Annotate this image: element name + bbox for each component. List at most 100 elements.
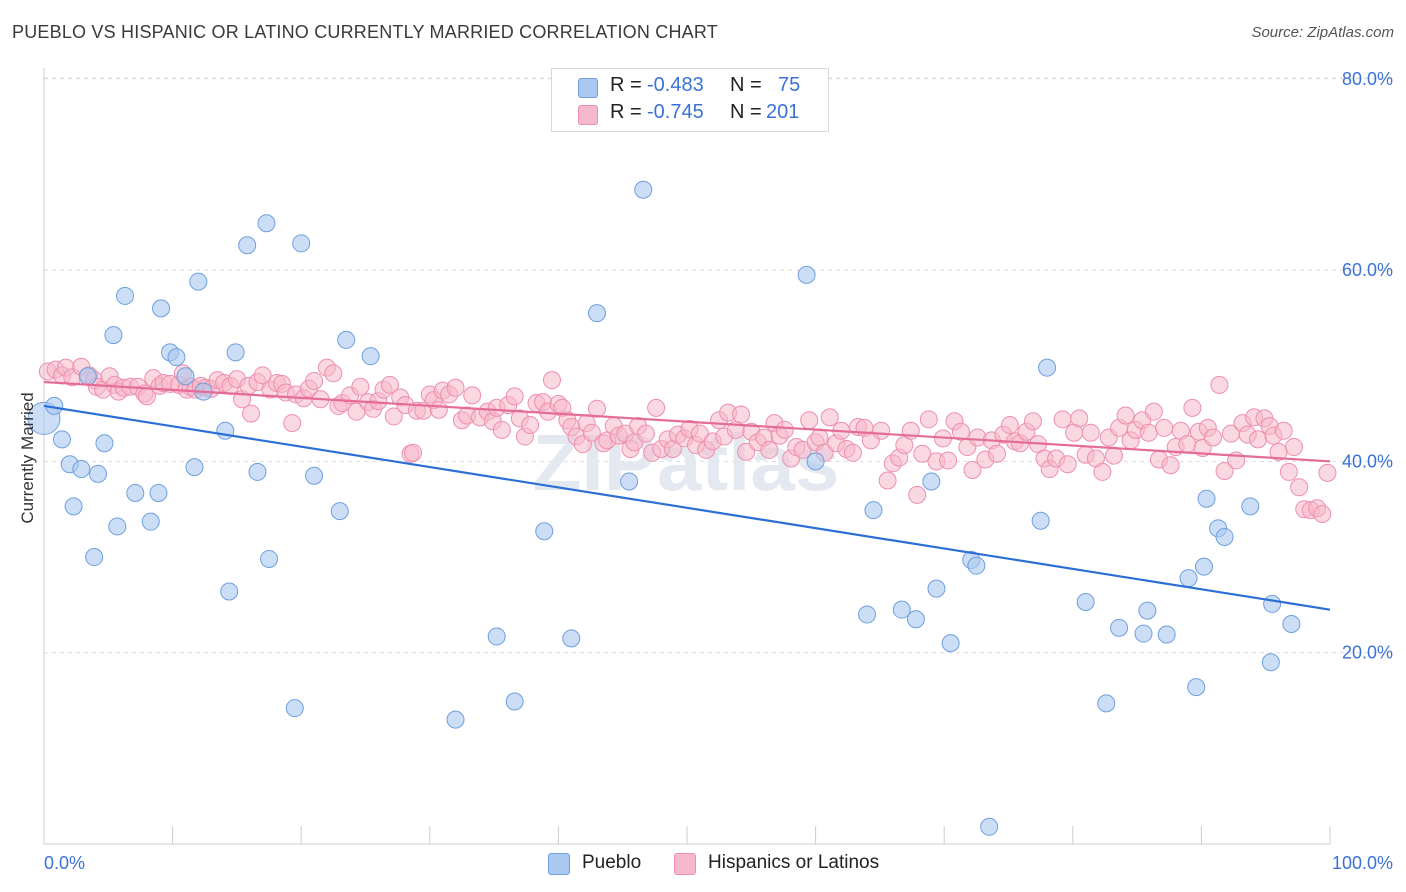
data-point-hispanics xyxy=(647,398,666,417)
data-point-pueblo xyxy=(89,464,108,483)
data-point-hispanics xyxy=(1248,430,1267,449)
data-point-pueblo xyxy=(185,458,204,477)
data-point-pueblo xyxy=(446,710,465,729)
data-point-hispanics xyxy=(939,451,958,470)
legend-n-label: N = xyxy=(730,74,762,96)
data-point-hispanics xyxy=(1058,455,1077,474)
legend-box: R = -0.483 N = 75 R = -0.745 N = 201 xyxy=(551,68,829,132)
y-tick-label: 80.0% xyxy=(1342,69,1393,89)
data-point-hispanics xyxy=(1053,410,1072,429)
legend-swatch-hispanics xyxy=(578,105,598,125)
data-point-hispanics xyxy=(1144,402,1163,421)
data-point-pueblo xyxy=(980,817,999,836)
data-point-pueblo xyxy=(1138,601,1157,620)
data-point-pueblo xyxy=(220,582,239,601)
data-point-pueblo xyxy=(260,549,279,568)
x-tick-label: 0.0% xyxy=(44,853,85,873)
data-point-pueblo xyxy=(941,634,960,653)
data-point-hispanics xyxy=(521,416,540,435)
data-point-pueblo xyxy=(922,472,941,491)
data-point-hispanics xyxy=(1070,409,1089,428)
data-point-pueblo xyxy=(487,627,506,646)
data-point-hispanics xyxy=(987,444,1006,463)
data-point-hispanics xyxy=(384,407,403,426)
data-point-pueblo xyxy=(305,466,324,485)
data-point-hispanics xyxy=(1155,418,1174,437)
data-point-pueblo xyxy=(292,234,311,253)
data-point-hispanics xyxy=(1081,423,1100,442)
data-point-pueblo xyxy=(1157,625,1176,644)
data-point-pueblo xyxy=(634,180,653,199)
data-point-hispanics xyxy=(253,366,272,385)
bottom-legend-label-hispanics: Hispanics or Latinos xyxy=(708,852,880,873)
chart-source: Source: ZipAtlas.com xyxy=(1251,24,1394,41)
data-point-pueblo xyxy=(189,272,208,291)
data-point-pueblo xyxy=(126,483,145,502)
chart-title: PUEBLO VS HISPANIC OR LATINO CURRENTLY M… xyxy=(12,22,718,42)
data-point-pueblo xyxy=(149,483,168,502)
y-tick-label: 20.0% xyxy=(1342,643,1393,663)
data-point-hispanics xyxy=(908,485,927,504)
data-point-hispanics xyxy=(380,375,399,394)
data-point-pueblo xyxy=(1038,358,1057,377)
trend-line-hispanics xyxy=(43,380,1331,463)
data-point-hispanics xyxy=(505,387,524,406)
data-point-pueblo xyxy=(1097,694,1116,713)
data-point-pueblo xyxy=(1187,678,1206,697)
data-point-hispanics xyxy=(242,404,261,423)
data-point-pueblo xyxy=(64,497,83,516)
data-point-hispanics xyxy=(760,440,779,459)
data-point-pueblo xyxy=(248,462,267,481)
data-point-pueblo xyxy=(53,430,72,449)
data-point-hispanics xyxy=(636,424,655,443)
data-point-hispanics xyxy=(963,461,982,480)
legend-n-label: N = xyxy=(730,101,762,123)
y-tick-label: 60.0% xyxy=(1342,260,1393,280)
data-point-pueblo xyxy=(1134,624,1153,643)
data-point-hispanics xyxy=(872,421,891,440)
data-point-hispanics xyxy=(800,411,819,430)
data-point-pueblo xyxy=(108,517,127,536)
data-point-pueblo xyxy=(152,299,171,318)
data-point-hispanics xyxy=(1161,456,1180,475)
legend-n-value: 201 xyxy=(766,101,800,123)
data-point-hispanics xyxy=(1313,505,1332,524)
data-point-pueblo xyxy=(806,452,825,471)
data-point-pueblo xyxy=(104,326,123,345)
data-point-hispanics xyxy=(951,422,970,441)
data-point-hispanics xyxy=(1000,416,1019,435)
data-point-hispanics xyxy=(1284,438,1303,457)
data-point-pueblo xyxy=(1215,527,1234,546)
data-point-hispanics xyxy=(913,444,932,463)
data-point-pueblo xyxy=(620,472,639,491)
data-point-pueblo xyxy=(257,214,276,233)
data-point-hispanics xyxy=(919,410,938,429)
data-point-pueblo xyxy=(226,343,245,362)
data-point-hispanics xyxy=(446,378,465,397)
data-point-pueblo xyxy=(1076,593,1095,612)
data-point-hispanics xyxy=(283,414,302,433)
data-point-pueblo xyxy=(238,236,257,255)
data-point-pueblo xyxy=(72,460,91,479)
data-point-hispanics xyxy=(810,428,829,447)
data-point-pueblo xyxy=(176,367,195,386)
data-point-hispanics xyxy=(1203,428,1222,447)
data-point-hispanics xyxy=(463,386,482,405)
data-point-pueblo xyxy=(116,286,135,305)
data-point-pueblo xyxy=(906,610,925,629)
data-point-hispanics xyxy=(404,443,423,462)
data-point-hispanics xyxy=(1215,461,1234,480)
data-point-hispanics xyxy=(1279,462,1298,481)
data-point-hispanics xyxy=(732,405,751,424)
data-point-hispanics xyxy=(305,372,324,391)
data-point-pueblo xyxy=(141,512,160,531)
data-point-pueblo xyxy=(1110,618,1129,637)
data-point-pueblo xyxy=(1282,615,1301,634)
data-point-pueblo xyxy=(1197,489,1216,508)
data-point-hispanics xyxy=(1104,446,1123,465)
data-point-pueblo xyxy=(216,421,235,440)
data-point-pueblo xyxy=(85,548,104,567)
data-point-pueblo xyxy=(535,522,554,541)
data-point-pueblo xyxy=(1241,497,1260,516)
bottom-legend-label-pueblo: Pueblo xyxy=(582,852,642,873)
